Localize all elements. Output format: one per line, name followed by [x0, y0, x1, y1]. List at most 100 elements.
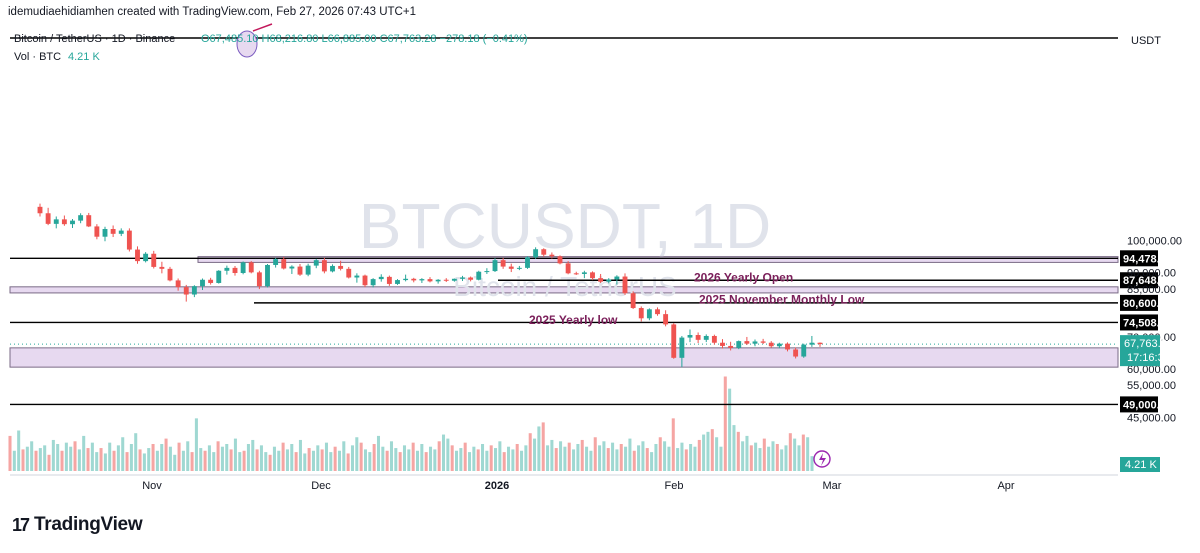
candle-body	[232, 267, 238, 274]
volume-bar	[225, 444, 229, 471]
volume-bar	[784, 445, 788, 471]
volume-bar	[455, 450, 459, 471]
volume-bar	[775, 444, 779, 471]
volume-bar	[615, 449, 619, 471]
volume-bar	[407, 449, 411, 471]
volume-bar	[389, 441, 394, 471]
price-level-badge	[1120, 272, 1158, 289]
volume-bar	[125, 452, 129, 471]
price-axis[interactable]: 100,000.0090,000.0085,000.0070,000.0060,…	[1120, 35, 1182, 472]
volume-bar	[268, 454, 272, 471]
volume-bar	[463, 442, 467, 471]
volume-bar	[38, 448, 42, 471]
volume-bar	[567, 442, 571, 471]
volume-bar	[563, 446, 567, 471]
candle-body	[614, 276, 620, 280]
countdown-label: 17:16:35	[1127, 352, 1170, 364]
volume-bar	[411, 442, 415, 471]
time-axis[interactable]: Nov Dec 2026 Feb Mar Apr	[142, 480, 1015, 492]
volume-bar	[624, 446, 628, 471]
price-axis-tick: 100,000.00	[1127, 236, 1182, 248]
volume-bar	[17, 430, 21, 471]
volume-bar	[520, 450, 524, 471]
candle-body	[541, 249, 547, 255]
candle-body	[167, 268, 173, 281]
volume-bar	[316, 445, 320, 471]
volume-bar	[95, 452, 99, 471]
volume-badge	[1120, 457, 1160, 472]
volume-bar	[793, 438, 797, 471]
candles-layer	[37, 203, 823, 368]
volume-bar	[537, 426, 541, 471]
volume-bar	[64, 442, 68, 471]
volume-bar	[43, 445, 47, 471]
volume-bar	[606, 448, 610, 471]
volume-bar	[598, 445, 602, 471]
volume-bar	[8, 435, 12, 471]
candle-body	[687, 335, 693, 338]
volume-bar	[82, 435, 86, 471]
volume-bar	[108, 442, 112, 471]
volume-bar	[394, 448, 398, 471]
volume-bar	[350, 445, 354, 471]
candle-body	[419, 279, 425, 281]
candle-body	[500, 260, 506, 267]
candle-body	[606, 279, 612, 282]
volume-bar	[99, 448, 103, 471]
volume-bar	[650, 452, 654, 471]
volume-bar	[728, 388, 732, 471]
alert-icon[interactable]	[813, 450, 831, 468]
candle-body	[102, 228, 108, 237]
volume-bar	[181, 450, 185, 471]
candle-body	[273, 259, 279, 265]
annotation-label: 2026 Yearly Open	[694, 271, 793, 285]
candle-body	[118, 230, 124, 234]
volume-bar	[433, 449, 437, 471]
volume-bar	[788, 433, 792, 471]
volume-bar	[524, 445, 528, 471]
volume-bar	[272, 446, 276, 471]
volume-bar	[381, 446, 385, 471]
candle-body	[590, 272, 595, 279]
volume-bar	[676, 448, 680, 471]
candle-body	[460, 277, 465, 279]
volume-bar	[121, 437, 125, 471]
volume-bar	[580, 439, 584, 471]
volume-value: 4.21 K	[68, 51, 100, 63]
volume-bar	[324, 442, 328, 471]
volume-bar	[73, 441, 77, 471]
chart-attribution: idemudiaehidiamhen created with TradingV…	[8, 6, 416, 18]
volume-bar	[21, 449, 25, 471]
volume-bar	[255, 449, 259, 471]
volume-bar	[363, 449, 367, 471]
volume-bar	[689, 444, 693, 471]
volume-bar	[611, 442, 615, 471]
symbol-title[interactable]: Bitcoin / TetherUS · 1D · Binance	[14, 33, 176, 45]
candle-body	[151, 253, 157, 267]
volume-bar	[116, 445, 120, 471]
volume-bar	[732, 425, 736, 471]
volume-bar	[576, 444, 580, 471]
volume-bar	[134, 433, 138, 471]
drawing-marker-icon	[236, 23, 273, 58]
volume-bar	[233, 438, 237, 471]
candle-body	[516, 267, 522, 269]
tradingview-logo[interactable]: 17 TradingView	[12, 514, 143, 536]
volume-bar	[294, 452, 298, 471]
candle-body	[793, 349, 799, 357]
volume-bar	[498, 441, 502, 471]
candle-body	[752, 341, 758, 344]
volume-bar	[264, 452, 268, 471]
candle-body	[598, 278, 604, 282]
candle-body	[370, 279, 376, 286]
candle-body	[427, 279, 433, 282]
volume-bar	[658, 437, 662, 471]
price-level-label: 80,600.00	[1123, 298, 1172, 310]
volume-bar	[168, 446, 172, 471]
volume-bar	[507, 446, 511, 471]
volume-layer	[8, 376, 814, 471]
volume-bar	[450, 445, 454, 471]
volume-bar	[541, 422, 545, 471]
volume-bar	[147, 448, 151, 471]
